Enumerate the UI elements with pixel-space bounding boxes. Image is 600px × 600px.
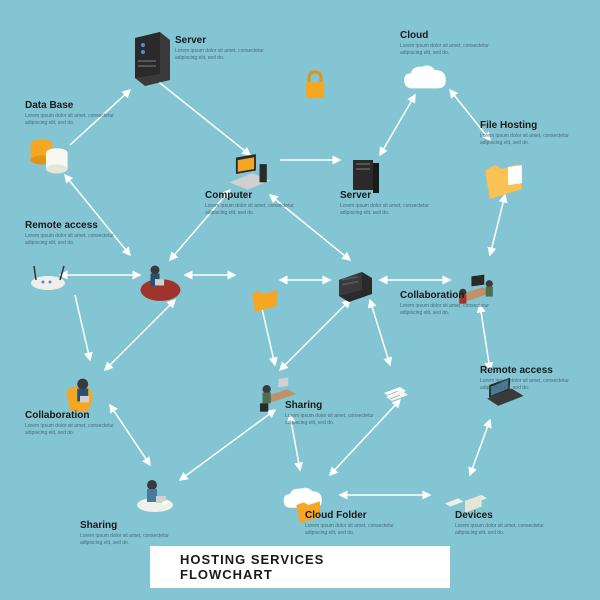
node-subtext: Lorem ipsum dolor sit amet, consectetur … <box>480 378 570 391</box>
folder-small-icon <box>240 275 290 325</box>
node-title: Sharing <box>80 520 170 531</box>
label-remoteaccess2: Remote access Lorem ipsum dolor sit amet,… <box>480 365 570 391</box>
node-title: Remote access <box>480 365 570 376</box>
papers-icon <box>370 370 420 420</box>
node-cloud <box>400 55 450 108</box>
label-devices: Devices Lorem ipsum dolor sit amet, conse… <box>455 510 545 536</box>
node-title: Devices <box>455 510 545 521</box>
router-icon <box>25 250 75 300</box>
node-sharing <box>130 470 180 523</box>
server-icon <box>125 35 175 85</box>
person-beanbag-icon <box>135 255 185 305</box>
node-remoteaccess <box>25 250 75 303</box>
label-cloud: Cloud Lorem ipsum dolor sit amet, consect… <box>400 30 490 56</box>
node-person-bean <box>135 255 185 308</box>
label-collaboration: Collaboration Lorem ipsum dolor sit amet,… <box>25 410 115 436</box>
node-subtext: Lorem ipsum dolor sit amet, consectetur … <box>480 133 570 146</box>
node-papers <box>370 370 420 423</box>
lock-icon <box>290 60 340 110</box>
label-sharing: Sharing Lorem ipsum dolor sit amet, conse… <box>80 520 170 546</box>
node-subtext: Lorem ipsum dolor sit amet, consectetur … <box>25 233 115 246</box>
node-subtext: Lorem ipsum dolor sit amet, consectetur … <box>340 203 430 216</box>
node-title: Collaboration <box>25 410 115 421</box>
node-server3 <box>330 260 380 313</box>
node-lock <box>290 60 340 113</box>
label-computer: Computer Lorem ipsum dolor sit amet, cons… <box>205 190 295 216</box>
node-subtext: Lorem ipsum dolor sit amet, consectetur … <box>25 113 115 126</box>
label-server: Server Lorem ipsum dolor sit amet, consec… <box>175 35 265 61</box>
label-database: Data Base Lorem ipsum dolor sit amet, con… <box>25 100 115 126</box>
node-database <box>25 130 75 183</box>
node-title: Server <box>340 190 430 201</box>
node-title: Cloud <box>400 30 490 41</box>
folder-icon <box>480 155 530 205</box>
node-filehosting <box>480 155 530 208</box>
node-title: File Hosting <box>480 120 570 131</box>
node-subtext: Lorem ipsum dolor sit amet, consectetur … <box>305 523 395 536</box>
flowchart-title: HOSTING SERVICES FLOWCHART <box>150 546 450 588</box>
server-rack-icon <box>330 260 380 310</box>
node-title: Computer <box>205 190 295 201</box>
node-subtext: Lorem ipsum dolor sit amet, consectetur … <box>455 523 545 536</box>
label-remoteaccess: Remote access Lorem ipsum dolor sit amet,… <box>25 220 115 246</box>
database-icon <box>25 130 75 180</box>
node-title: Sharing <box>285 400 375 411</box>
node-subtext: Lorem ipsum dolor sit amet, consectetur … <box>25 423 115 436</box>
node-server <box>125 35 175 88</box>
node-title: Collaboration <box>400 290 490 301</box>
node-subtext: Lorem ipsum dolor sit amet, consectetur … <box>80 533 170 546</box>
node-subtext: Lorem ipsum dolor sit amet, consectetur … <box>400 303 490 316</box>
node-title: Remote access <box>25 220 115 231</box>
label-sharing2: Sharing Lorem ipsum dolor sit amet, conse… <box>285 400 375 426</box>
node-subtext: Lorem ipsum dolor sit amet, consectetur … <box>205 203 295 216</box>
node-subtext: Lorem ipsum dolor sit amet, consectetur … <box>285 413 375 426</box>
label-collaboration2: Collaboration Lorem ipsum dolor sit amet,… <box>400 290 490 316</box>
label-server2: Server Lorem ipsum dolor sit amet, consec… <box>340 190 430 216</box>
node-subtext: Lorem ipsum dolor sit amet, consectetur … <box>400 43 490 56</box>
node-title: Server <box>175 35 265 46</box>
node-title: Cloud Folder <box>305 510 395 521</box>
node-folder2 <box>240 275 290 328</box>
label-filehosting: File Hosting Lorem ipsum dolor sit amet, … <box>480 120 570 146</box>
node-title: Data Base <box>25 100 115 111</box>
label-cloudfolder: Cloud Folder Lorem ipsum dolor sit amet, … <box>305 510 395 536</box>
node-subtext: Lorem ipsum dolor sit amet, consectetur … <box>175 48 265 61</box>
person-coffee-icon <box>130 470 180 520</box>
cloud-icon <box>400 55 450 105</box>
